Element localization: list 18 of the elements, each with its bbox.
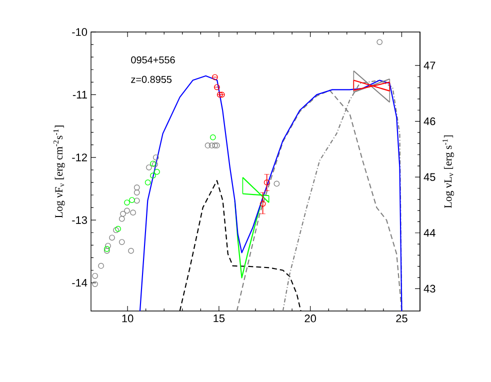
x-tick-label: 25 (396, 314, 408, 322)
y-tick-label: -13 (72, 216, 87, 224)
y2-tick-label: 47 (424, 62, 436, 70)
annotation: z=0.8955 (131, 76, 172, 83)
y2-axis-title: Log νL$_{ν}$ [erg s$^{-1}$] (442, 135, 454, 208)
x-tick-label: 20 (304, 314, 316, 322)
x-tick-label: 10 (122, 314, 134, 322)
y-tick-label: -11 (72, 90, 87, 98)
x-tick-label: 15 (214, 314, 225, 322)
y2-tick-label: 44 (424, 229, 436, 237)
y-axis-title: Log νF$_{ν}$ [erg cm$^{-2}$s$^{-1}$] (53, 126, 65, 218)
y2-tick-label: 43 (424, 284, 436, 293)
annotation: 0954+556 (131, 56, 175, 64)
y-tick-label: -10 (72, 28, 88, 36)
y-tick-label: -12 (72, 154, 87, 162)
y2-tick-label: 46 (424, 117, 436, 126)
y2-tick-label: 45 (424, 173, 436, 181)
y-tick-label: -14 (72, 279, 88, 287)
